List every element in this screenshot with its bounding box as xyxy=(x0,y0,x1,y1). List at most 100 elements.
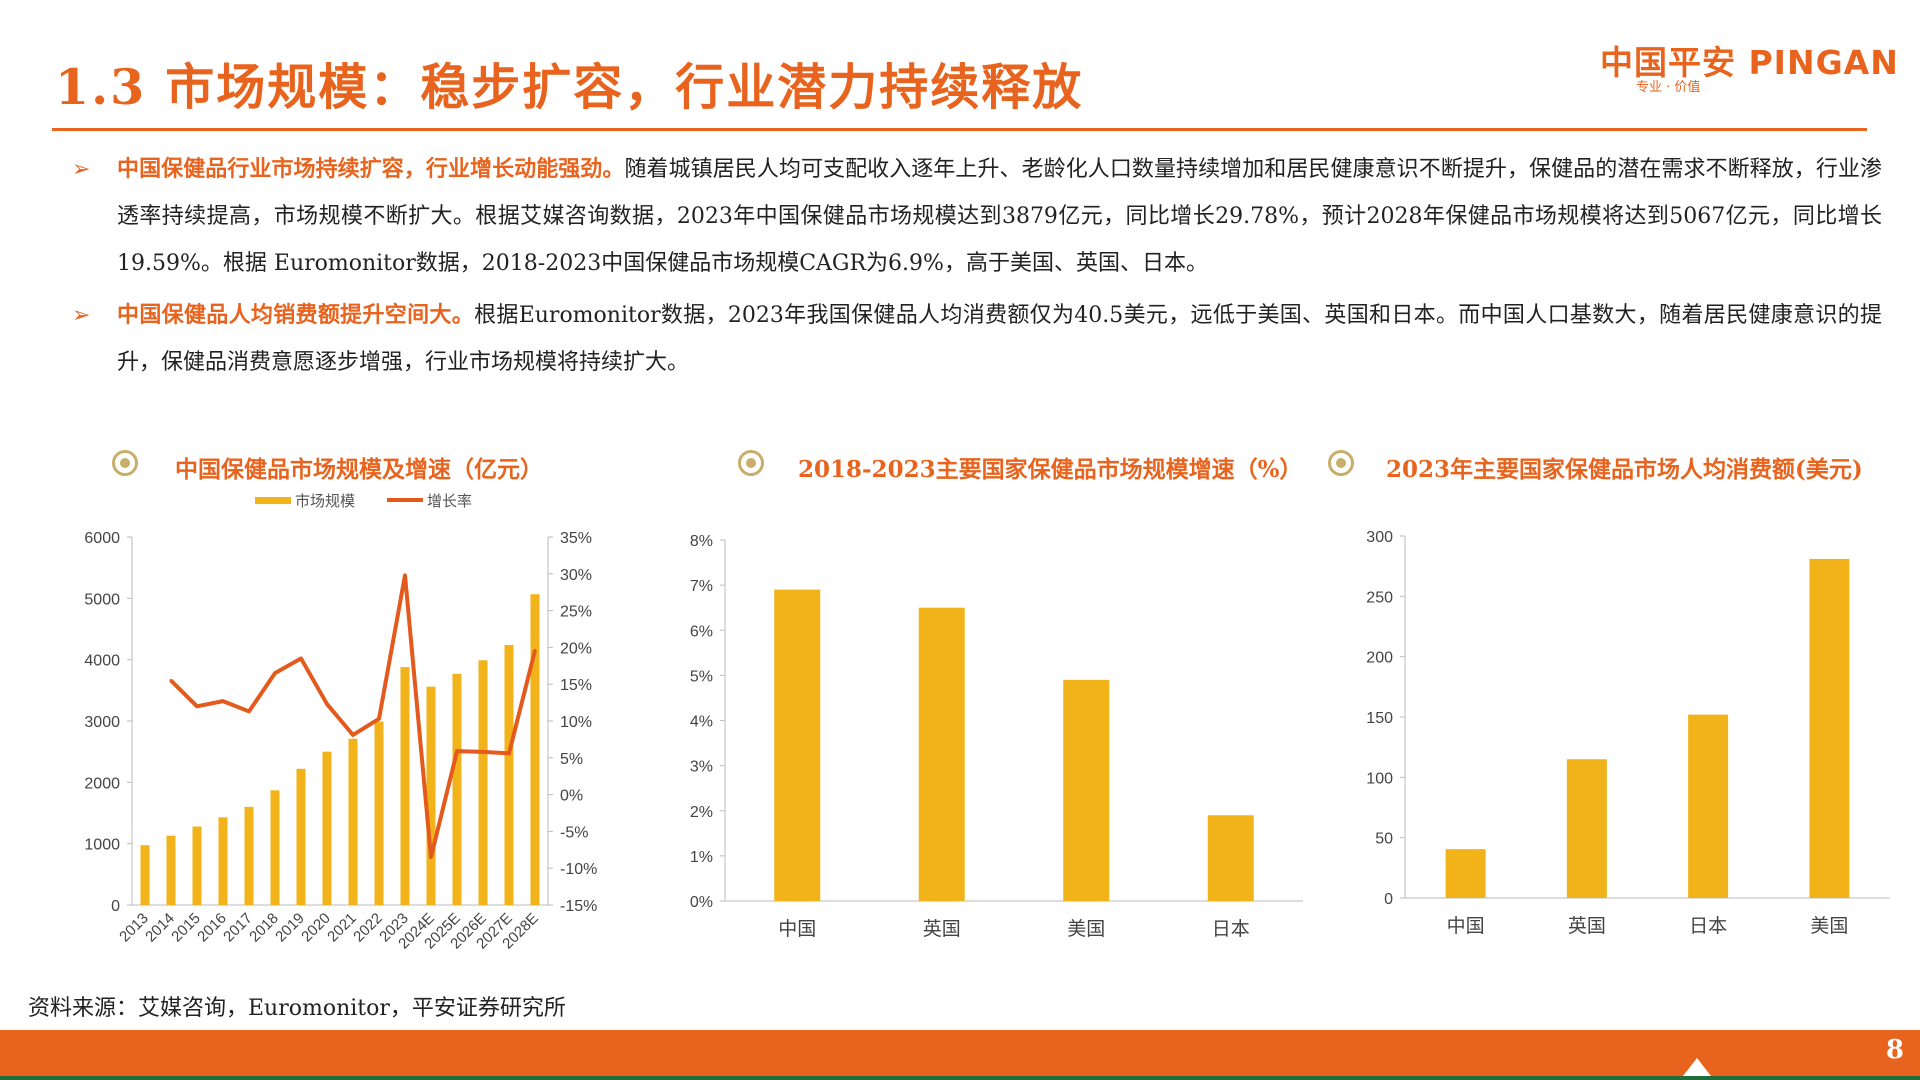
y-tick-label: 150 xyxy=(1366,710,1393,727)
growth-rate-point xyxy=(403,573,407,577)
bullet-body: 随着城镇居民人均可支配收入逐年上升、老龄化人口数量持续增加和居民健康意识不断提升… xyxy=(117,157,1882,276)
y-tick-label: 4% xyxy=(690,714,713,731)
x-tick-label: 2013 xyxy=(116,910,152,946)
x-tick-label: 2021 xyxy=(324,910,360,946)
target-icon xyxy=(738,450,764,476)
x-tick-label: 2022 xyxy=(350,910,386,946)
footer-bar xyxy=(0,1030,1920,1076)
y-tick-label-right: 10% xyxy=(560,714,592,731)
x-tick-label: 日本 xyxy=(1212,918,1250,940)
growth-rate-point xyxy=(169,679,173,683)
legend-bar-swatch xyxy=(255,497,291,504)
y-tick-label-right: 15% xyxy=(560,677,592,694)
y-tick-label: 250 xyxy=(1366,589,1393,606)
growth-rate-point xyxy=(273,671,277,675)
bar xyxy=(918,607,965,901)
x-tick-label: 中国 xyxy=(1447,915,1485,937)
y-tick-label-right: 35% xyxy=(560,530,592,547)
y-tick-label: 6% xyxy=(690,623,713,640)
y-tick-label: 1% xyxy=(690,849,713,866)
logo-text: 中国平安 PINGAN xyxy=(1600,43,1899,82)
y-tick-label: 0 xyxy=(1384,891,1393,908)
x-tick-label: 2020 xyxy=(298,910,334,946)
y-tick-label: 50 xyxy=(1375,831,1393,848)
y-tick-label-left: 2000 xyxy=(84,775,120,792)
y-tick-label-left: 1000 xyxy=(84,837,120,854)
y-tick-label-right: 20% xyxy=(560,640,592,657)
bar-market-size xyxy=(504,644,514,905)
chart3-title: 2023年主要国家保健品市场人均消费额(美元) xyxy=(1386,456,1863,483)
pingan-logo: 中国平安 PINGAN 专业 · 价值 xyxy=(1600,36,1900,96)
bar xyxy=(1207,815,1254,901)
bullet-per-capita: ➢ 中国保健品人均销费额提升空间大。根据Euromonitor数据，2023年我… xyxy=(72,292,1882,386)
x-tick-label: 2016 xyxy=(194,910,230,946)
bar xyxy=(1063,679,1110,901)
target-icon xyxy=(1328,450,1354,476)
growth-rate-point xyxy=(533,648,537,652)
y-tick-label: 5% xyxy=(690,668,713,685)
growth-rate-point xyxy=(247,709,251,713)
growth-rate-point xyxy=(325,702,329,706)
y-tick-label: 200 xyxy=(1366,650,1393,667)
source-note: 资料来源：艾媒咨询，Euromonitor，平安证券研究所 xyxy=(28,996,566,1021)
bar-market-size xyxy=(530,594,540,905)
growth-rate-point xyxy=(481,750,485,754)
x-tick-label: 2018 xyxy=(246,910,282,946)
y-tick-label: 0% xyxy=(690,894,713,911)
bar-market-size xyxy=(400,667,410,905)
y-tick-label-left: 0 xyxy=(111,898,120,915)
x-tick-label: 2017 xyxy=(220,910,256,946)
y-tick-label-left: 5000 xyxy=(84,591,120,608)
bullet-body: 根据Euromonitor数据，2023年我国保健品人均消费额仅为40.5美元，… xyxy=(117,303,1882,375)
bullet-text: 中国保健品行业市场持续扩容，行业增长动能强劲。随着城镇居民人均可支配收入逐年上升… xyxy=(117,146,1882,287)
bar-market-size xyxy=(166,835,176,905)
legend-bar-label: 市场规模 xyxy=(295,492,355,510)
growth-rate-point xyxy=(221,699,225,703)
page-title: 1.3 市场规模：稳步扩容，行业潜力持续释放 xyxy=(55,58,1084,116)
bar-market-size xyxy=(348,738,358,905)
legend-line-label: 增长率 xyxy=(427,492,472,510)
y-tick-label: 3% xyxy=(690,759,713,776)
y-tick-label-left: 3000 xyxy=(84,714,120,731)
bar-market-size xyxy=(270,790,280,905)
y-tick-label-left: 6000 xyxy=(84,530,120,547)
title-divider xyxy=(52,128,1867,131)
country-growth-chart: 0% 1% 2% 3% 4% 5% 6% 7% 8% 中国 英国 美国 日本 xyxy=(690,533,1303,940)
bar-market-size xyxy=(296,768,306,905)
footer-logo-mark xyxy=(1683,1058,1711,1076)
bullet-arrow-icon: ➢ xyxy=(72,303,91,328)
bar-market-size xyxy=(244,806,254,905)
bullet-arrow-icon: ➢ xyxy=(72,157,91,182)
market-size-growth-chart: 市场规模 增长率 0 1000 2000 3000 4000 5000 6000 -15% -10%… xyxy=(84,492,597,952)
bullet-market-expansion: ➢ 中国保健品行业市场持续扩容，行业增长动能强劲。随着城镇居民人均可支配收入逐年… xyxy=(72,146,1882,287)
bar xyxy=(1688,714,1729,898)
bar-market-size xyxy=(140,845,150,905)
bar-market-size xyxy=(374,721,384,905)
bar-market-size xyxy=(478,660,488,905)
bar xyxy=(1809,558,1850,898)
footer-line xyxy=(0,1076,1920,1080)
bullet-highlight: 中国保健品行业市场持续扩容，行业增长动能强劲。 xyxy=(117,156,625,182)
target-icon xyxy=(112,450,138,476)
page-number: 8 xyxy=(1885,1035,1904,1065)
x-tick-label: 2019 xyxy=(272,910,308,946)
bar-market-size xyxy=(218,817,228,905)
growth-rate-point xyxy=(507,751,511,755)
growth-rate-point xyxy=(455,749,459,753)
y-tick-label: 2% xyxy=(690,804,713,821)
per-capita-spend-chart: 0 50 100 150 200 250 300 中国 英国 日本 美国 xyxy=(1366,529,1890,937)
growth-rate-point xyxy=(351,733,355,737)
y-tick-label-left: 4000 xyxy=(84,653,120,670)
growth-rate-point xyxy=(429,855,433,859)
y-tick-label-right: -5% xyxy=(560,824,588,841)
y-tick-label-right: -15% xyxy=(560,898,597,915)
bar xyxy=(1445,849,1486,898)
x-tick-label: 英国 xyxy=(923,918,961,940)
bar-market-size xyxy=(322,751,332,905)
bar-market-size xyxy=(452,673,462,905)
y-tick-label-right: 0% xyxy=(560,788,583,805)
bar-market-size xyxy=(192,826,202,905)
y-tick-label-right: 30% xyxy=(560,567,592,584)
growth-rate-point xyxy=(299,656,303,660)
growth-rate-point xyxy=(195,704,199,708)
